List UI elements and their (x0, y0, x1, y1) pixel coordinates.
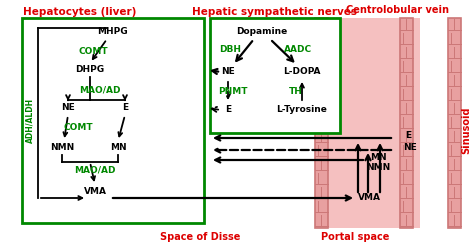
Text: NE: NE (61, 104, 75, 113)
Text: Hepatic sympathetic nerves: Hepatic sympathetic nerves (192, 7, 357, 17)
Text: COMT: COMT (63, 123, 93, 133)
Text: Centrolobular vein: Centrolobular vein (346, 5, 449, 15)
Text: L-DOPA: L-DOPA (283, 68, 321, 76)
Text: NE: NE (221, 68, 235, 76)
Bar (315, 18, 420, 228)
Text: DHPG: DHPG (75, 66, 105, 75)
Text: MAO/AD: MAO/AD (79, 85, 121, 94)
Text: MN: MN (370, 153, 386, 162)
Bar (400, 18, 413, 228)
Text: NE: NE (403, 144, 417, 152)
Text: VMA: VMA (357, 192, 381, 202)
Bar (22, 18, 204, 223)
Text: E: E (405, 130, 411, 139)
Text: Sinusoid: Sinusoid (461, 106, 471, 154)
Text: TH: TH (289, 88, 303, 97)
Text: MHPG: MHPG (97, 28, 128, 37)
Text: Space of Disse: Space of Disse (160, 232, 240, 242)
Text: NMN: NMN (366, 164, 390, 173)
Text: MAO/AD: MAO/AD (74, 166, 116, 174)
Text: ADH/ALDH: ADH/ALDH (26, 98, 35, 143)
Text: E: E (122, 104, 128, 113)
Text: Dopamine: Dopamine (237, 28, 288, 37)
Text: AADC: AADC (284, 45, 312, 54)
Text: COMT: COMT (78, 47, 108, 56)
Bar (315, 18, 328, 228)
Text: VMA: VMA (83, 188, 107, 197)
Text: PNMT: PNMT (218, 88, 248, 97)
Text: DBH: DBH (219, 45, 241, 54)
Bar (448, 18, 461, 228)
Text: NMN: NMN (50, 144, 74, 152)
Text: Portal space: Portal space (321, 232, 389, 242)
Bar (210, 18, 340, 133)
Text: Hepatocytes (liver): Hepatocytes (liver) (23, 7, 137, 17)
Text: MN: MN (109, 144, 126, 152)
Text: L-Tyrosine: L-Tyrosine (276, 106, 328, 114)
Text: E: E (225, 106, 231, 114)
